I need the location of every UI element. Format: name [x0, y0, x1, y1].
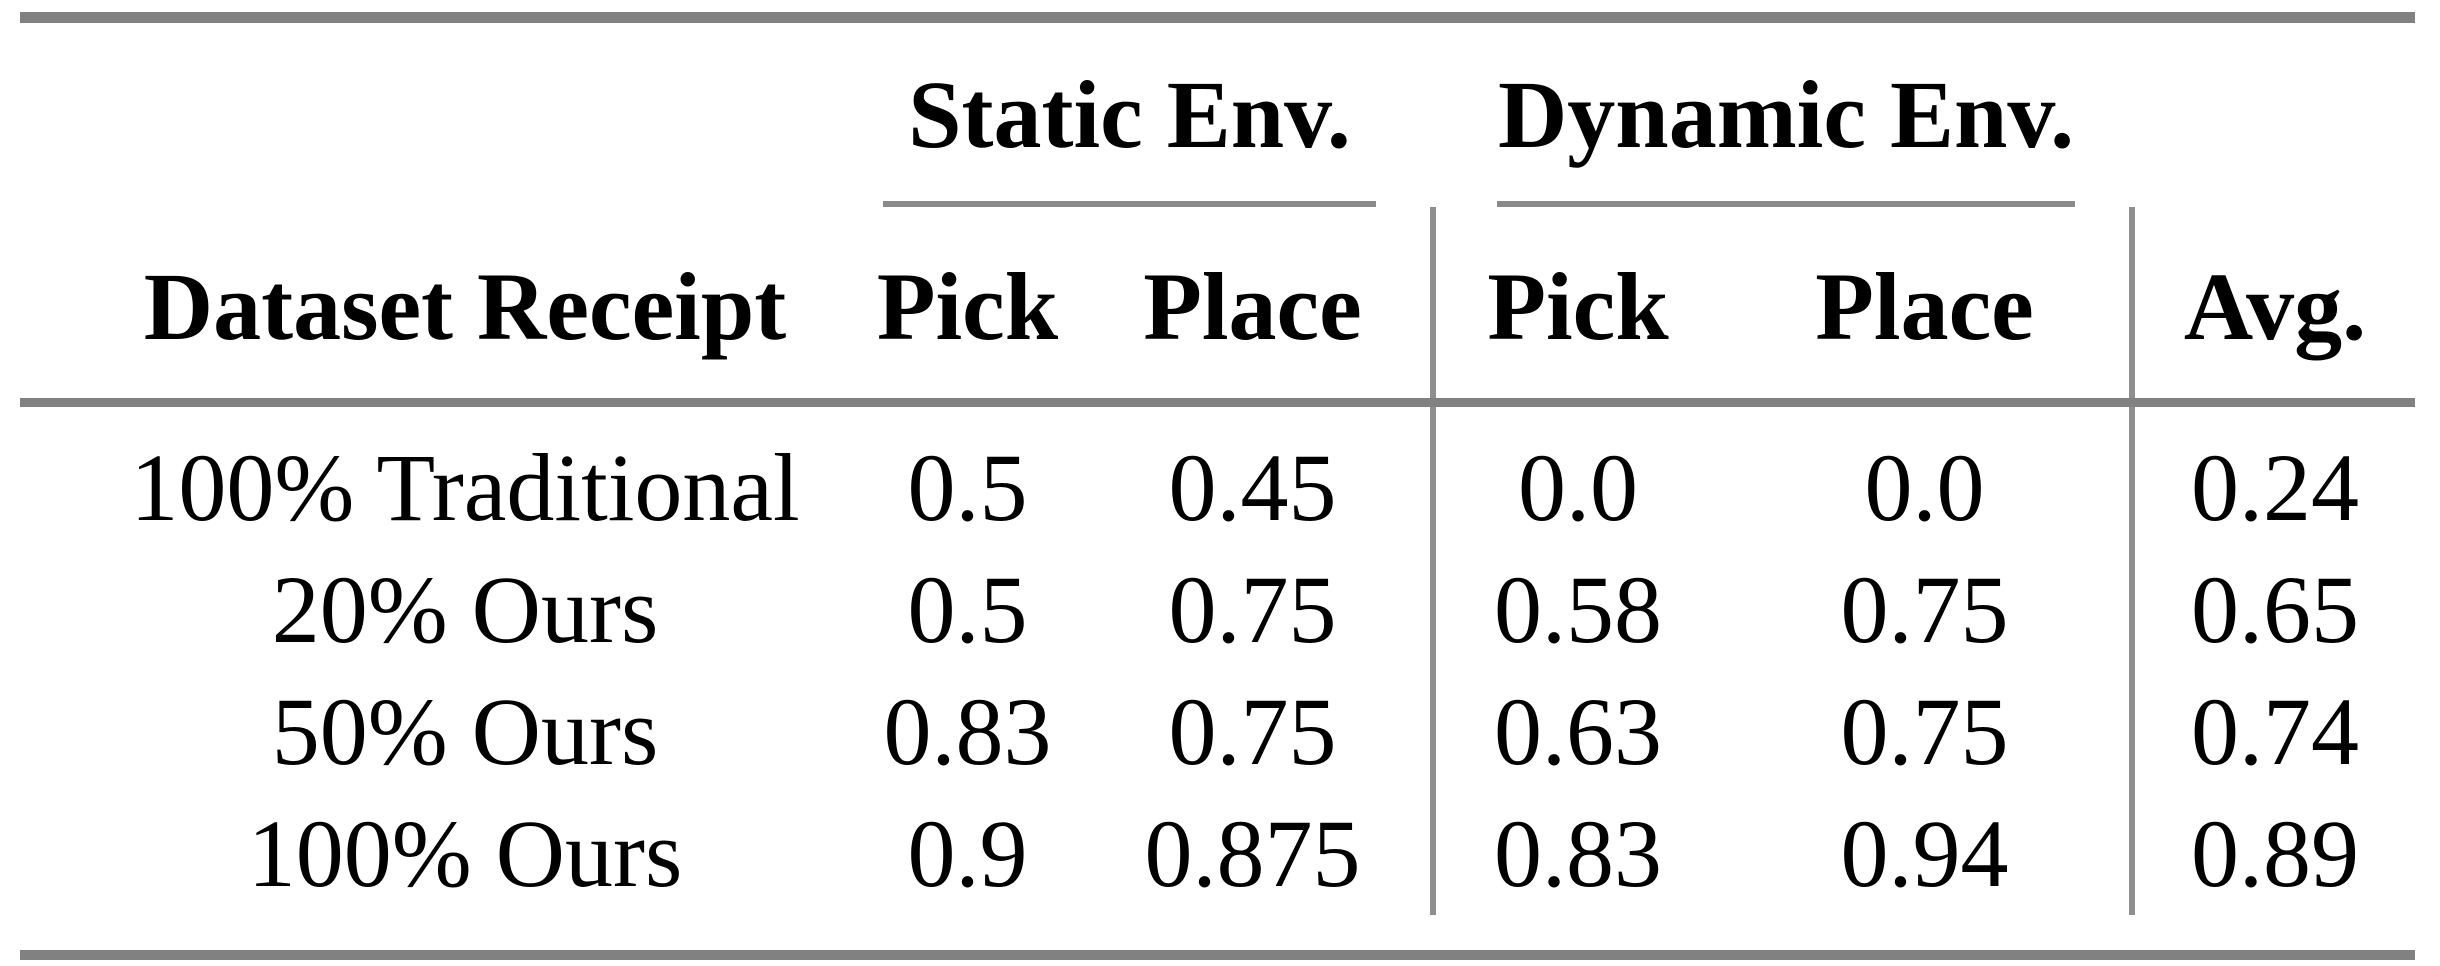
spacer-row — [20, 915, 2415, 955]
row-label: 100% Ours — [247, 800, 683, 907]
cell-static-place: 0.75 — [1168, 556, 1337, 663]
spacer-row — [20, 402, 2416, 427]
column-header-row: Dataset Receipt Pick Place Pick Place Av… — [20, 207, 2416, 403]
results-table: Static Env. Dynamic Env. Dataset Receipt… — [20, 12, 2416, 960]
cell-dynamic-pick: 0.63 — [1430, 671, 1721, 793]
row-label: 100% Traditional — [130, 434, 800, 541]
dynamic-place-header: Place — [1815, 252, 2034, 360]
row-label: 20% Ours — [271, 556, 659, 663]
static-env-group-label: Static Env. — [883, 67, 1377, 207]
cell-static-pick: 0.5 — [907, 556, 1028, 663]
dynamic-env-group-cell: Dynamic Env. — [1433, 18, 2132, 207]
cell-static-place: 0.875 — [1144, 800, 1361, 907]
avg-header: Avg. — [2129, 207, 2416, 403]
cell-dynamic-pick: 0.83 — [1430, 793, 1721, 915]
table-row: 20% Ours 0.5 0.75 0.58 0.75 0.65 — [20, 549, 2416, 671]
cell-avg: 0.89 — [2129, 793, 2416, 915]
cell-static-place: 0.45 — [1168, 434, 1337, 541]
cell-dynamic-place: 0.75 — [1840, 678, 2009, 785]
table-row: 100% Ours 0.9 0.875 0.83 0.94 0.89 — [20, 793, 2416, 915]
dynamic-pick-header: Pick — [1430, 207, 1721, 403]
cell-avg: 0.65 — [2129, 549, 2416, 671]
table-row: 50% Ours 0.83 0.75 0.63 0.75 0.74 — [20, 671, 2416, 793]
cell-dynamic-place: 0.94 — [1840, 800, 2009, 907]
cell-avg: 0.24 — [2129, 427, 2416, 549]
static-pick-header: Pick — [876, 252, 1059, 360]
dynamic-env-group-label: Dynamic Env. — [1497, 67, 2076, 207]
cell-dynamic-place: 0.75 — [1840, 556, 2009, 663]
cell-dynamic-pick: 0.0 — [1430, 427, 1721, 549]
row-header-label: Dataset Receipt — [143, 252, 787, 360]
cell-dynamic-place: 0.0 — [1864, 434, 1985, 541]
cell-static-place: 0.75 — [1168, 678, 1337, 785]
row-label: 50% Ours — [271, 678, 659, 785]
static-env-group-cell: Static Env. — [860, 18, 1433, 207]
table-row: 100% Traditional 0.5 0.45 0.0 0.0 0.24 — [20, 427, 2416, 549]
group-header-spacer — [2132, 18, 2415, 208]
cell-avg: 0.74 — [2129, 671, 2416, 793]
group-header-spacer — [20, 18, 860, 208]
cell-static-pick: 0.83 — [883, 678, 1052, 785]
static-place-header: Place — [1143, 252, 1362, 360]
cell-static-pick: 0.9 — [907, 800, 1028, 907]
cell-dynamic-pick: 0.58 — [1430, 549, 1721, 671]
cell-static-pick: 0.5 — [907, 434, 1028, 541]
group-header-row: Static Env. Dynamic Env. — [20, 18, 2415, 208]
